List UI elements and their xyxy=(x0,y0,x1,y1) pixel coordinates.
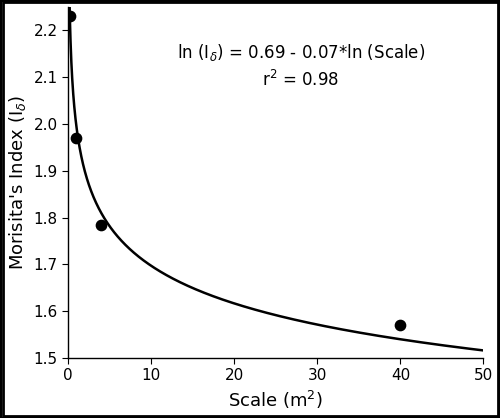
Point xyxy=(396,322,404,329)
Point xyxy=(72,135,80,141)
Y-axis label: Morisita's Index (I$_\delta$): Morisita's Index (I$_\delta$) xyxy=(7,95,28,270)
X-axis label: Scale (m$^2$): Scale (m$^2$) xyxy=(228,389,323,411)
Text: r$^2$ = 0.98: r$^2$ = 0.98 xyxy=(262,70,340,90)
Point xyxy=(66,13,74,20)
Point xyxy=(98,221,106,228)
Text: ln (I$_\delta$) = 0.69 - 0.07*ln (Scale): ln (I$_\delta$) = 0.69 - 0.07*ln (Scale) xyxy=(176,42,425,63)
